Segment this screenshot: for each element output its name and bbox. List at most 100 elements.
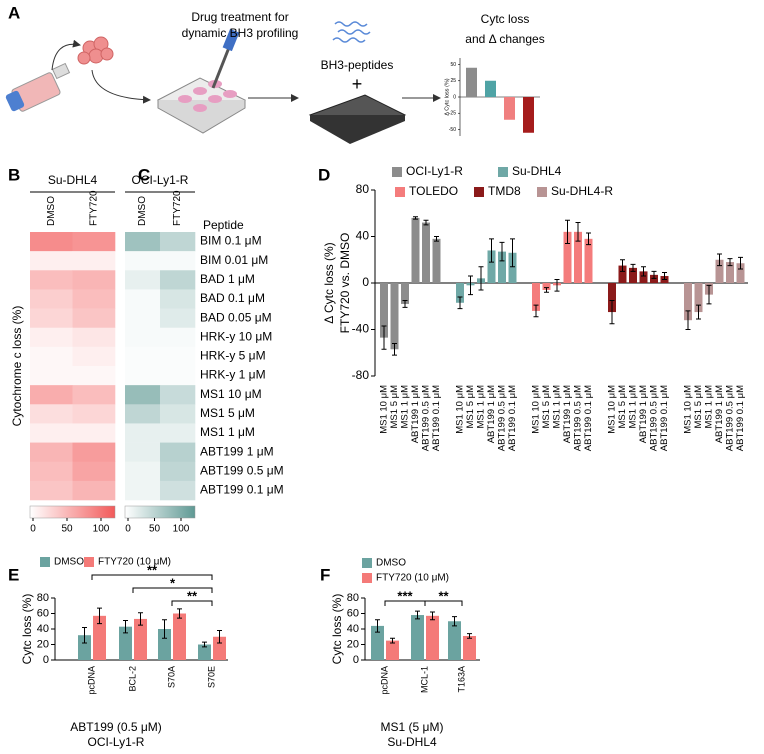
heatmap-cell: [72, 346, 116, 367]
heatmap-cell: [125, 366, 161, 386]
x-tick-label: ABT199 0.5 μM: [725, 385, 736, 451]
schematic-text: BH3-peptides: [321, 58, 394, 72]
bar: [78, 635, 91, 660]
x-tick-label: MS1 1 μM: [704, 385, 715, 429]
significance-label: **: [147, 562, 158, 577]
y-axis-label: Δ Cytc loss (%): [444, 78, 450, 115]
x-tick-label: MS1 10 μM: [607, 385, 618, 434]
error-bar: [392, 342, 397, 356]
heatmap-cell: [125, 461, 161, 482]
x-tick-label: ABT199 1 μM: [714, 385, 725, 443]
bar: [134, 618, 147, 660]
well-plate-icon: [156, 28, 247, 134]
y-tick-label: -25: [449, 111, 456, 117]
panel-letter: D: [318, 165, 330, 184]
legend-swatch: [392, 167, 402, 177]
x-tick-label: ABT199 0.5 μM: [649, 385, 660, 451]
error-bar: [375, 619, 380, 633]
heatmap-cell: [160, 385, 196, 405]
legend-label: FTY720 (10 μM): [98, 557, 171, 568]
bar: [198, 644, 211, 660]
x-tick-label: ABT199 1 μM: [562, 385, 573, 443]
heatmap-cell: [125, 270, 161, 290]
significance-bracket: [91, 574, 213, 580]
heatmap-cell: [30, 366, 73, 386]
error-bar: [423, 219, 429, 226]
x-tick-label: MS1 1 μM: [476, 385, 487, 429]
heatmap-cell: [160, 480, 196, 501]
x-tick-label: S70A: [166, 666, 176, 688]
error-bar: [510, 238, 515, 268]
heatmap-cell: [30, 232, 73, 252]
error-bar: [177, 608, 182, 619]
legend-swatch: [474, 187, 484, 197]
arrow: [51, 39, 81, 71]
error-bar: [575, 222, 581, 242]
row-label: BIM 0.01 μM: [200, 253, 268, 267]
panel-letter: B: [8, 165, 20, 184]
bar: [498, 251, 506, 283]
heatmap-cell: [72, 442, 116, 463]
heatmap-cell: [30, 423, 73, 443]
error-bar: [489, 238, 494, 263]
colorbar: [29, 505, 116, 519]
heatmap-cell: [72, 480, 116, 501]
colorbar-tick-label: 100: [93, 524, 110, 535]
bar: [401, 283, 409, 304]
x-axis-label: Su-DHL4: [387, 735, 437, 749]
bar: [456, 283, 464, 303]
schematic-text: +: [352, 74, 363, 94]
bar: [371, 625, 384, 660]
heatmap-cell: [160, 308, 196, 329]
error-bar: [620, 259, 625, 272]
bar: [684, 283, 692, 321]
bar: [411, 615, 424, 660]
error-bar: [499, 241, 505, 262]
x-tick-label: ABT199 1 μM: [638, 385, 649, 443]
y-tick-label: 0: [453, 94, 456, 100]
bar: [608, 283, 616, 313]
error-bar: [717, 253, 722, 267]
bar: [390, 283, 399, 350]
y-tick-label: 40: [356, 229, 370, 243]
panel-letter: F: [320, 565, 330, 584]
x-tick-label: ABT199 0.1 μM: [735, 385, 746, 451]
legend-label: OCI-Ly1-R: [406, 164, 463, 178]
schematic-text: Drug treatment for: [191, 10, 288, 24]
colorbar: [124, 505, 196, 519]
bar: [715, 259, 724, 283]
bar: [380, 283, 388, 338]
significance-label: **: [187, 588, 198, 603]
error-bar: [533, 304, 539, 318]
heatmap-cell: [72, 404, 116, 424]
colorbar-tick-label: 0: [125, 524, 131, 535]
error-bar: [390, 637, 395, 644]
bar: [523, 97, 534, 133]
error-bar: [82, 626, 87, 644]
y-axis-label: Δ Cytc loss (%): [322, 242, 336, 323]
colorbar-tick-label: 0: [30, 524, 36, 535]
error-bar: [402, 299, 408, 308]
error-bar: [478, 266, 484, 291]
error-bar: [468, 275, 473, 296]
y-axis-label: Cytc loss (%): [20, 594, 34, 665]
bar: [426, 615, 439, 660]
error-bar: [641, 266, 646, 277]
heatmap-cell: [72, 270, 116, 290]
heatmap-cell: [125, 346, 161, 367]
row-label: BIM 0.1 μM: [200, 234, 262, 248]
heatmap-cell: [160, 346, 196, 367]
heatmap-cell: [160, 404, 196, 424]
heatmap-cell: [125, 480, 161, 501]
flask-icon: [5, 62, 71, 112]
bar: [736, 263, 745, 283]
heatmap-cell: [125, 442, 161, 463]
error-bar: [544, 287, 549, 293]
error-bar: [162, 619, 167, 639]
peptide-icon: [332, 21, 371, 43]
y-tick-label: -80: [352, 368, 370, 382]
heatmap-cell: [30, 480, 73, 501]
heatmap-cell: [125, 404, 161, 424]
y-tick-label: 20: [347, 638, 359, 650]
legend-label: TMD8: [488, 184, 521, 198]
